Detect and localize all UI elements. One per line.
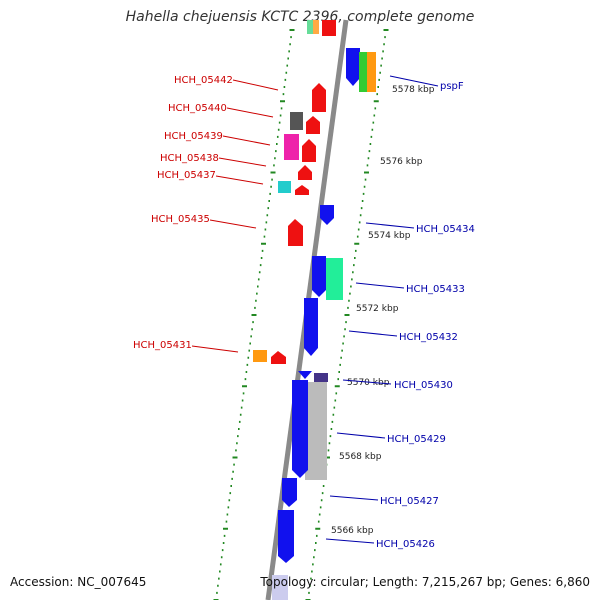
- genome-summary-text: Topology: circular; Length: 7,215,267 bp…: [260, 575, 590, 589]
- label-hch-05426[interactable]: HCH_05426: [376, 539, 435, 550]
- kbp-tick-label: 5566 kbp: [331, 526, 374, 536]
- kbp-tick-label: 5578 kbp: [392, 85, 435, 95]
- leader-line: [209, 219, 257, 229]
- gene-red-05437b[interactable]: [295, 185, 309, 195]
- kbp-tick-label: 5572 kbp: [356, 304, 399, 314]
- label-pspf[interactable]: pspF: [440, 81, 464, 92]
- leader-line: [348, 330, 398, 337]
- gene-hch-05430[interactable]: [314, 373, 328, 382]
- label-hch-05429[interactable]: HCH_05429: [387, 434, 446, 445]
- label-hch-05427[interactable]: HCH_05427: [380, 496, 439, 507]
- label-hch-05442[interactable]: HCH_05442: [174, 75, 233, 86]
- gene-hch-05439[interactable]: [284, 134, 299, 160]
- leader-line: [336, 432, 386, 439]
- gene-hch-05437[interactable]: [278, 181, 291, 193]
- gene-hch-05433[interactable]: [326, 258, 343, 300]
- gene-top-partial[interactable]: [313, 20, 319, 34]
- leader-line: [232, 79, 279, 91]
- gene-hch-05429[interactable]: [305, 382, 327, 480]
- leader-line: [329, 495, 379, 501]
- kbp-tick-label: 5570 kbp: [347, 378, 390, 388]
- left-dotted-track: [213, 29, 295, 600]
- gene-pspf-green[interactable]: [359, 52, 368, 92]
- gene-blue-pspf-a[interactable]: [346, 48, 360, 86]
- gene-red-05431b[interactable]: [271, 351, 286, 364]
- right-dotted-track: [305, 29, 389, 600]
- gene-hch-05435[interactable]: [288, 219, 303, 246]
- leader-line: [355, 282, 405, 289]
- leader-line: [389, 75, 439, 87]
- label-hch-05438[interactable]: HCH_05438: [160, 153, 219, 164]
- label-hch-05432[interactable]: HCH_05432: [399, 332, 458, 343]
- gene-hch-05442[interactable]: [312, 83, 326, 112]
- gene-red-05440b[interactable]: [306, 116, 320, 134]
- gene-top-partial-red[interactable]: [322, 20, 336, 36]
- leader-line: [215, 175, 264, 185]
- right-strand-genes: [272, 48, 376, 600]
- kbp-scale: 5578 kbp 5576 kbp 5574 kbp 5572 kbp 5570…: [331, 85, 435, 536]
- label-hch-05433[interactable]: HCH_05433: [406, 284, 465, 295]
- leader-line: [218, 157, 267, 167]
- gene-hch-05427[interactable]: [282, 478, 297, 507]
- left-gene-labels: HCH_05442 HCH_05440 HCH_05439 HCH_05438 …: [133, 75, 279, 353]
- gene-bottom-partial[interactable]: [272, 575, 288, 600]
- label-hch-05435[interactable]: HCH_05435: [151, 214, 210, 225]
- label-hch-05430[interactable]: HCH_05430: [394, 380, 453, 391]
- leader-line: [222, 135, 271, 146]
- label-hch-05431[interactable]: HCH_05431: [133, 340, 192, 351]
- gene-blue-05433a[interactable]: [312, 256, 326, 297]
- right-gene-labels: pspF HCH_05434 HCH_05433 HCH_05432 HCH_0…: [325, 75, 475, 550]
- gene-hch-05430-small[interactable]: [298, 371, 312, 379]
- leader-line: [325, 538, 375, 544]
- gene-red-05439b[interactable]: [302, 139, 316, 162]
- accession-text: Accession: NC_007645: [10, 575, 147, 589]
- gene-pspf-orange[interactable]: [367, 52, 376, 92]
- genome-title: Hahella chejuensis KCTC 2396, complete g…: [125, 9, 475, 25]
- label-hch-05439[interactable]: HCH_05439: [164, 131, 223, 142]
- gene-hch-05438[interactable]: [298, 165, 312, 180]
- kbp-tick-label: 5568 kbp: [339, 452, 382, 462]
- label-hch-05440[interactable]: HCH_05440: [168, 103, 227, 114]
- gene-hch-05431[interactable]: [253, 350, 267, 362]
- leader-line: [226, 107, 274, 118]
- leader-line: [191, 345, 239, 353]
- gene-top-partial[interactable]: [307, 20, 317, 34]
- gene-hch-05440[interactable]: [290, 112, 303, 130]
- label-hch-05437[interactable]: HCH_05437: [157, 170, 216, 181]
- left-strand-genes: [253, 20, 336, 364]
- gene-hch-05426[interactable]: [278, 510, 294, 563]
- kbp-tick-label: 5574 kbp: [368, 231, 411, 241]
- label-hch-05434[interactable]: HCH_05434: [416, 224, 475, 235]
- leader-line: [342, 379, 392, 385]
- gene-hch-05432[interactable]: [304, 298, 318, 356]
- gene-blue-05429[interactable]: [292, 380, 308, 478]
- kbp-tick-label: 5576 kbp: [380, 157, 423, 167]
- leader-line: [365, 222, 415, 229]
- gene-hch-05434[interactable]: [320, 205, 334, 225]
